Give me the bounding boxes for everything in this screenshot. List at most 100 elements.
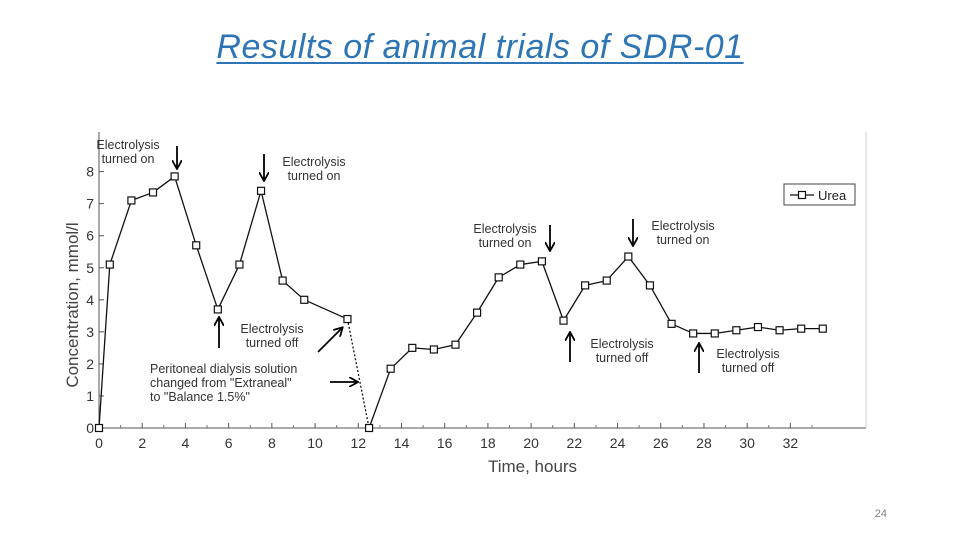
y-tick-label: 6 [86, 228, 94, 244]
annotation-text: Electrolysis turned on [96, 138, 159, 166]
annotation: Electrolysis turned off [570, 333, 654, 365]
data-point [667, 319, 676, 328]
x-tick-label: 8 [268, 435, 276, 451]
legend-box [783, 183, 856, 206]
series-segment [454, 312, 478, 346]
data-point [343, 314, 352, 324]
data-point [278, 276, 287, 285]
data-point [753, 322, 763, 332]
data-point [818, 324, 827, 333]
x-tick-label: 14 [394, 435, 410, 451]
x-tick-label: 32 [783, 435, 799, 451]
y-tick-label: 3 [86, 324, 94, 340]
y-tick-label: 4 [86, 292, 94, 308]
annotation-line: Electrolysis [590, 337, 653, 351]
annotation: Electrolysis turned on [96, 138, 177, 168]
data-point [235, 260, 244, 269]
y-tick-label: 0 [86, 420, 94, 436]
data-point [581, 281, 590, 290]
data-point [127, 196, 136, 205]
data-point [256, 186, 266, 195]
annotation-line: turned on [102, 152, 155, 166]
data-point [516, 260, 525, 269]
data-point [408, 343, 417, 352]
series-segment [195, 245, 219, 310]
x-axis-title: Time, hours [488, 457, 577, 476]
data-point [386, 364, 395, 373]
data-point [105, 260, 114, 269]
annotation-text: Electrolysis turned on [282, 155, 345, 183]
y-tick-label: 7 [86, 196, 94, 212]
annotation-line: changed from "Extraneal" [150, 376, 292, 390]
annotation-line: turned on [479, 236, 532, 250]
x-tick-label: 12 [350, 435, 366, 451]
data-point [94, 423, 104, 433]
annotation-text: Electrolysis turned off [590, 337, 653, 365]
y-tick-label: 2 [86, 356, 94, 372]
series-segment [562, 285, 586, 321]
series-segment [217, 264, 241, 310]
x-tick-label: 30 [739, 435, 755, 451]
x-tick-label: 24 [610, 435, 626, 451]
annotation-line: turned on [288, 169, 341, 183]
annotation-line: Electrolysis [716, 347, 779, 361]
y-axis-title: Concentration, mmol/l [63, 222, 82, 387]
data-point [451, 340, 460, 349]
annotation-line: turned off [722, 361, 775, 375]
series-segment [173, 176, 197, 246]
annotation-line: turned off [596, 351, 649, 365]
annotation-line: Peritoneal dialysis solution [150, 362, 297, 376]
data-point [624, 252, 633, 261]
data-point [472, 308, 482, 317]
series-segment [238, 190, 262, 265]
data-point [192, 241, 201, 250]
data-point [559, 316, 568, 325]
annotation-text: Electrolysis turned on [651, 219, 714, 247]
y-tick-label: 8 [86, 164, 94, 180]
x-tick-label: 16 [437, 435, 453, 451]
annotation: Electrolysis turned on [633, 219, 715, 247]
series-segment [627, 256, 651, 286]
data-point [732, 326, 741, 335]
x-tick-label: 0 [95, 435, 103, 451]
annotation-line: Electrolysis [240, 322, 303, 336]
series-segment-dotted [346, 318, 370, 429]
annotation: Electrolysis turned on [473, 222, 550, 250]
y-tick-label: 5 [86, 260, 94, 276]
annotation-line: Electrolysis [282, 155, 345, 169]
series-segment [476, 277, 500, 313]
data-point [645, 281, 655, 290]
series-segment [649, 285, 673, 325]
annotation-line: Electrolysis [473, 222, 536, 236]
x-tick-label: 28 [696, 435, 712, 451]
y-tick-label: 1 [86, 388, 94, 404]
x-tick-label: 18 [480, 435, 496, 451]
annotation-line: turned off [246, 336, 299, 350]
data-point [364, 423, 374, 433]
x-tick-label: 26 [653, 435, 669, 451]
annotation-line: to "Balance 1.5%" [150, 390, 250, 404]
legend-marker [797, 190, 807, 200]
data-point [148, 188, 158, 197]
slide-title: Results of animal trials of SDR-01 [216, 28, 744, 66]
series-segment [303, 299, 348, 320]
x-tick-label: 6 [225, 435, 233, 451]
page-number: 24 [874, 508, 887, 520]
data-point [602, 276, 611, 285]
series-segment [368, 368, 392, 429]
x-tick-label: 20 [523, 435, 539, 451]
data-point [689, 329, 698, 338]
x-tick-label: 10 [307, 435, 323, 451]
annotation: Electrolysis turned on [264, 154, 346, 183]
annotation: Electrolysis turned off [699, 344, 780, 375]
data-point [300, 295, 309, 304]
data-point [170, 172, 179, 181]
annotation-arrow-icon [317, 328, 342, 353]
annotation: Peritoneal dialysis solution changed from… [150, 328, 357, 404]
x-tick-label: 4 [182, 435, 190, 451]
x-tick-label: 2 [138, 435, 146, 451]
annotation-line: Electrolysis [96, 138, 159, 152]
legend: Urea [783, 183, 856, 206]
series-segment [98, 264, 111, 429]
